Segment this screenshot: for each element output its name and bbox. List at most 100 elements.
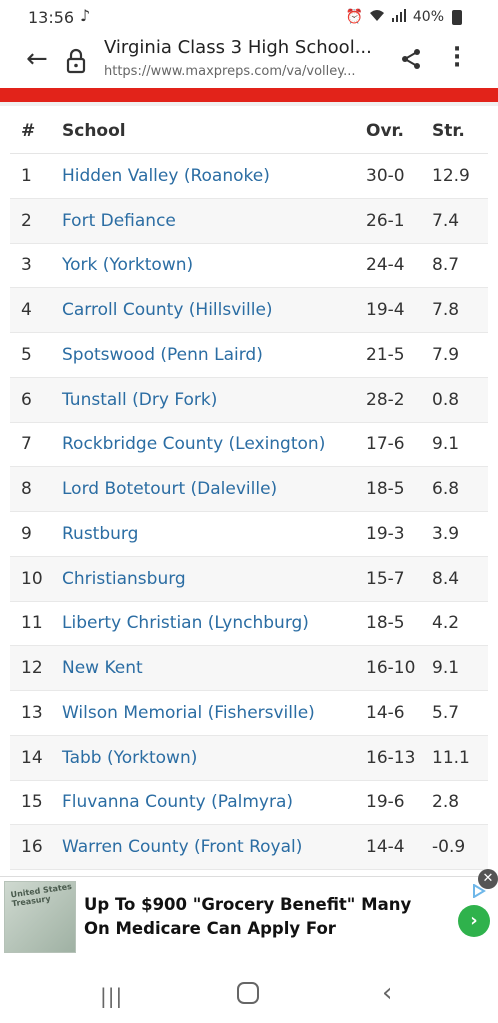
table-row: 5 Spotswood (Penn Laird) 21-5 7.9: [10, 333, 488, 378]
battery-percent: 40%: [412, 9, 444, 25]
share-icon[interactable]: [400, 48, 422, 70]
rank-cell: 6: [21, 389, 32, 410]
overall-record-cell: 30-0: [366, 165, 405, 186]
rank-cell: 4: [21, 300, 32, 321]
overall-record-cell: 21-5: [366, 344, 405, 365]
ad-thumbnail-text: United States Treasury: [10, 881, 73, 909]
rank-cell: 16: [21, 837, 43, 858]
school-link[interactable]: Fort Defiance: [62, 210, 176, 231]
strength-cell: 7.4: [432, 210, 460, 231]
table-row: 6 Tunstall (Dry Fork) 28-2 0.8: [10, 377, 488, 423]
browser-app-bar: ← Virginia Class 3 High School... https:…: [0, 34, 498, 88]
strength-cell: 9.1: [432, 658, 460, 679]
status-bar: 13:56 ♪ ⏰ 40%: [0, 0, 498, 34]
table-header-row: # School Ovr. Str.: [10, 108, 488, 154]
overall-record-cell: 19-3: [366, 523, 405, 544]
overall-record-cell: 15-7: [366, 568, 405, 589]
overall-record-cell: 14-6: [366, 702, 405, 723]
rank-cell: 1: [21, 165, 32, 186]
rank-cell: 9: [21, 523, 32, 544]
table-row: 8 Lord Botetourt (Daleville) 18-5 6.8: [10, 467, 488, 512]
school-link[interactable]: Liberty Christian (Lynchburg): [62, 613, 309, 634]
strength-cell: 4.2: [432, 613, 460, 634]
alarm-icon: ⏰: [345, 9, 363, 25]
school-link[interactable]: York (Yorktown): [62, 255, 194, 276]
rank-cell: 5: [21, 344, 32, 365]
overall-record-cell: 17-6: [366, 434, 405, 455]
table-row: 1 Hidden Valley (Roanoke) 30-0 12.9: [10, 154, 488, 199]
overall-record-cell: 26-1: [366, 210, 405, 231]
recents-icon[interactable]: |||: [100, 984, 124, 1008]
table-row: 2 Fort Defiance 26-1 7.4: [10, 198, 488, 244]
strength-cell: 0.8: [432, 389, 460, 410]
school-link[interactable]: Carroll County (Hillsville): [62, 300, 273, 321]
tiktok-icon: ♪: [80, 6, 91, 25]
nav-back-icon[interactable]: ‹: [382, 978, 393, 1008]
school-link[interactable]: Wilson Memorial (Fishersville): [62, 702, 315, 723]
strength-cell: 5.7: [432, 702, 460, 723]
home-icon[interactable]: [237, 982, 259, 1004]
school-link[interactable]: Fluvanna County (Palmyra): [62, 792, 293, 813]
header-strength[interactable]: Str.: [432, 120, 465, 141]
rank-cell: 12: [21, 658, 43, 679]
strength-cell: 12.9: [432, 165, 470, 186]
ad-headline[interactable]: Up To $900 "Grocery Benefit" Many On Med…: [84, 895, 412, 938]
overall-record-cell: 19-4: [366, 300, 405, 321]
rankings-table: # School Ovr. Str. 1 Hidden Valley (Roan…: [10, 108, 488, 870]
ad-banner[interactable]: United States Treasury Up To $900 "Groce…: [0, 869, 498, 956]
overall-record-cell: 24-4: [366, 255, 405, 276]
strength-cell: 7.8: [432, 300, 460, 321]
page-title[interactable]: Virginia Class 3 High School...: [104, 37, 372, 58]
school-link[interactable]: Lord Botetourt (Daleville): [62, 479, 278, 500]
school-link[interactable]: Christiansburg: [62, 568, 186, 589]
rank-cell: 3: [21, 255, 32, 276]
strength-cell: 8.4: [432, 568, 460, 589]
ad-thumbnail[interactable]: United States Treasury: [4, 881, 76, 953]
ad-go-arrow-icon[interactable]: ›: [458, 905, 490, 937]
school-link[interactable]: Tabb (Yorktown): [62, 747, 198, 768]
rank-cell: 15: [21, 792, 43, 813]
rank-cell: 13: [21, 702, 43, 723]
overall-record-cell: 16-13: [366, 747, 416, 768]
back-arrow-icon[interactable]: ←: [26, 44, 48, 74]
strength-cell: 3.9: [432, 523, 460, 544]
ad-choices-icon[interactable]: [468, 883, 488, 899]
table-row: 4 Carroll County (Hillsville) 19-4 7.8: [10, 288, 488, 333]
school-link[interactable]: Spotswood (Penn Laird): [62, 344, 263, 365]
status-time: 13:56: [28, 8, 75, 27]
rank-cell: 2: [21, 210, 32, 231]
strength-cell: 9.1: [432, 434, 460, 455]
school-link[interactable]: Tunstall (Dry Fork): [62, 389, 218, 410]
school-link[interactable]: Warren County (Front Royal): [62, 837, 303, 858]
school-link[interactable]: New Kent: [62, 658, 143, 679]
table-row: 12 New Kent 16-10 9.1: [10, 646, 488, 691]
rank-cell: 8: [21, 479, 32, 500]
table-row: 16 Warren County (Front Royal) 14-4 -0.9: [10, 825, 488, 870]
page-url[interactable]: https://www.maxpreps.com/va/volley...: [104, 64, 356, 79]
header-rank[interactable]: #: [21, 120, 36, 141]
table-row: 7 Rockbridge County (Lexington) 17-6 9.1: [10, 423, 488, 468]
table-row: 10 Christiansburg 15-7 8.4: [10, 556, 488, 602]
rank-cell: 14: [21, 747, 43, 768]
overall-record-cell: 28-2: [366, 389, 405, 410]
school-link[interactable]: Hidden Valley (Roanoke): [62, 165, 270, 186]
table-row: 3 York (Yorktown) 24-4 8.7: [10, 244, 488, 289]
overall-record-cell: 14-4: [366, 837, 405, 858]
header-divider: [0, 102, 498, 106]
battery-icon: [452, 9, 462, 25]
rank-cell: 7: [21, 434, 32, 455]
school-link[interactable]: Rockbridge County (Lexington): [62, 434, 326, 455]
strength-cell: 11.1: [432, 747, 470, 768]
school-link[interactable]: Rustburg: [62, 523, 139, 544]
more-options-icon[interactable]: · · ·: [452, 37, 462, 78]
overall-record-cell: 19-6: [366, 792, 405, 813]
header-overall[interactable]: Ovr.: [366, 120, 404, 141]
table-row: 11 Liberty Christian (Lynchburg) 18-5 4.…: [10, 602, 488, 647]
overall-record-cell: 18-5: [366, 479, 405, 500]
ad-close-icon[interactable]: ✕: [478, 869, 498, 889]
header-school[interactable]: School: [62, 120, 126, 141]
lock-icon[interactable]: [66, 48, 86, 74]
table-row: 13 Wilson Memorial (Fishersville) 14-6 5…: [10, 691, 488, 736]
strength-cell: -0.9: [432, 837, 466, 858]
table-row: 9 Rustburg 19-3 3.9: [10, 512, 488, 557]
